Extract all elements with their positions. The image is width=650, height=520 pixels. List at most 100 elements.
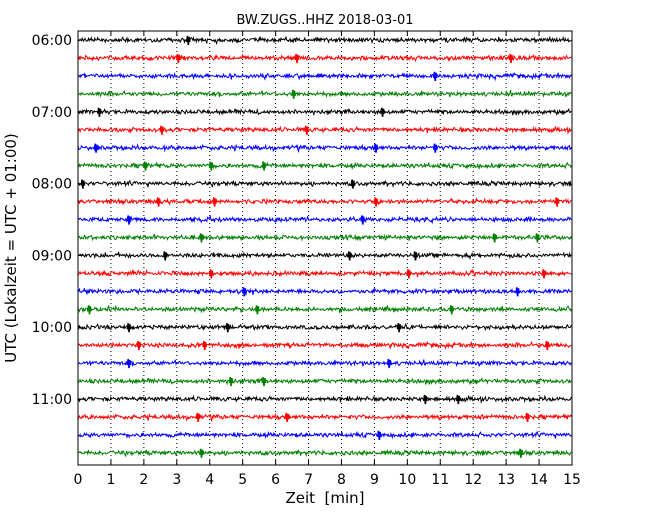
trace-spike (508, 53, 514, 64)
x-tick-label: 2 (139, 472, 148, 488)
trace-spike (255, 305, 260, 315)
trace-spike (126, 358, 132, 369)
x-tick-label: 12 (464, 472, 482, 488)
trace-line (77, 287, 572, 296)
trace-line (77, 268, 572, 278)
trace-spike (432, 71, 438, 81)
y-tick-label: 10:00 (32, 320, 72, 336)
trace-spike (225, 323, 231, 333)
x-tick-label: 7 (304, 472, 313, 488)
trace-line (77, 143, 572, 154)
trace-spike (208, 161, 214, 171)
trace-spike (449, 305, 455, 315)
trace-spike (373, 143, 379, 153)
x-tick-label: 1 (106, 472, 115, 488)
trace-line (77, 340, 572, 350)
trace-spike (376, 430, 382, 440)
x-tick-label: 9 (370, 472, 379, 488)
trace-spike (291, 89, 297, 99)
x-tick-label: 8 (337, 472, 346, 488)
trace-spike (202, 340, 208, 351)
trace-spike (136, 340, 142, 351)
trace-line (77, 322, 572, 332)
trace-spike (261, 376, 267, 387)
trace-spike (199, 233, 204, 243)
x-tick-label: 3 (172, 472, 181, 488)
y-ticks: 06:00 07:00 08:00 09:00 10:00 11:00 (32, 33, 83, 408)
x-tick-label: 15 (563, 472, 581, 488)
trace-spike (93, 143, 99, 153)
trace-line (77, 377, 572, 386)
trace-line (77, 161, 572, 171)
trace-spike (518, 448, 524, 458)
trace-spike (406, 269, 412, 279)
trace-spike (212, 197, 217, 207)
trace-line (77, 359, 572, 368)
trace-line (77, 214, 572, 225)
trace-spike (159, 125, 165, 135)
trace-spike (413, 251, 418, 261)
trace-spike (544, 340, 550, 351)
trace-line (77, 430, 572, 440)
trace-spike (396, 323, 402, 333)
trace-spike (185, 35, 191, 46)
y-axis-label: UTC (Lokalzeit = UTC + 01:00) (2, 133, 20, 363)
trace-spike (199, 448, 204, 458)
y-tick-label: 06:00 (32, 33, 72, 49)
trace-spike (304, 125, 310, 135)
trace-spike (541, 269, 547, 279)
trace-line (77, 179, 572, 188)
trace-spike (284, 412, 290, 422)
trace-line (77, 125, 572, 135)
y-tick-label: 11:00 (32, 392, 72, 408)
grid (110, 31, 540, 465)
x-tick-label: 4 (205, 472, 214, 488)
x-tick-label: 14 (530, 472, 548, 488)
x-tick-label: 10 (398, 472, 416, 488)
trace-line (77, 35, 572, 46)
plot-frame (77, 30, 573, 466)
trace-spike (423, 394, 428, 405)
x-tick-label: 5 (238, 472, 247, 488)
trace-spike (241, 287, 247, 297)
trace-line (77, 448, 572, 458)
trace-spike (554, 197, 560, 207)
trace-line (77, 394, 572, 404)
trace-spike (126, 215, 132, 225)
y-tick-label: 08:00 (32, 177, 72, 193)
trace-spike (347, 251, 353, 261)
trace-line (77, 412, 572, 423)
x-tick-label: 0 (74, 472, 83, 488)
trace-line (77, 196, 572, 206)
trace-spike (208, 269, 214, 279)
trace-spike (126, 323, 132, 333)
trace-spike (294, 53, 300, 64)
trace-spike (87, 305, 92, 315)
y-tick-label: 07:00 (32, 105, 72, 121)
trace-line (77, 53, 572, 63)
y-tick-label: 09:00 (32, 248, 72, 264)
trace-line (77, 107, 572, 117)
trace-line (77, 89, 572, 99)
trace-line (77, 251, 572, 261)
trace-line (77, 233, 572, 242)
trace-spike (80, 179, 86, 189)
trace-spike (156, 197, 161, 207)
x-ticks: 0 1 2 3 4 5 6 7 8 9 10 11 12 13 14 15 (74, 31, 581, 488)
x-tick-label: 11 (431, 472, 449, 488)
x-axis-label: Zeit [min] (285, 489, 364, 507)
trace-spike (350, 179, 356, 189)
traces (77, 35, 572, 458)
trace-spike (176, 53, 181, 64)
trace-spike (162, 251, 168, 261)
trace-spike (228, 376, 234, 387)
trace-spike (261, 161, 267, 171)
trace-spike (535, 233, 540, 243)
trace-spike (97, 107, 102, 117)
trace-spike (380, 107, 385, 117)
trace-spike (195, 412, 201, 422)
trace-spike (515, 287, 520, 297)
trace-spike (373, 197, 379, 207)
chart-title: BW.ZUGS..HHZ 2018-03-01 (236, 13, 413, 28)
trace-spike (360, 215, 366, 225)
